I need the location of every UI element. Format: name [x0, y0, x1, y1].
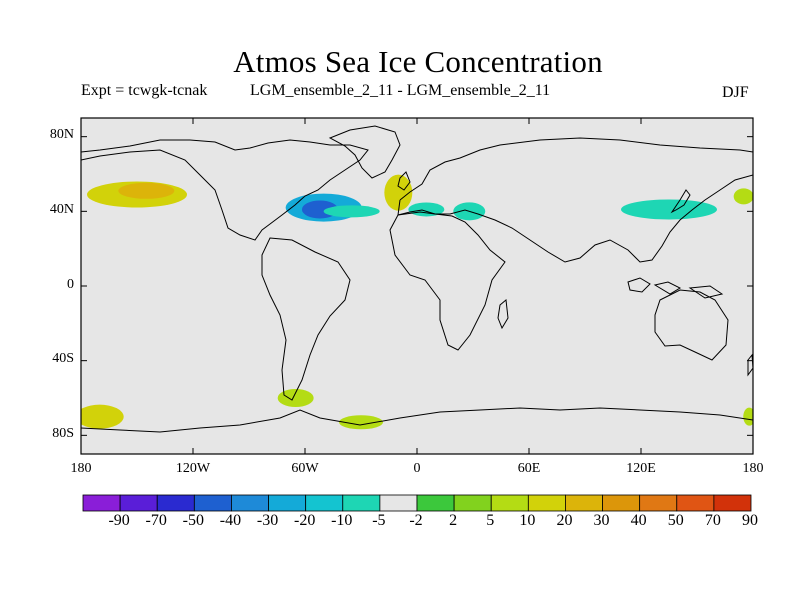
- colorbar-label: -2: [409, 512, 423, 529]
- anomaly-blob: [323, 205, 380, 218]
- colorbar-label: -30: [256, 512, 279, 529]
- colorbar-swatch: [713, 494, 752, 512]
- colorbar-swatch: [379, 494, 418, 512]
- colorbar-label: -5: [372, 512, 386, 529]
- anomaly-blob: [81, 404, 124, 429]
- colorbar-label: 30: [593, 512, 610, 529]
- colorbar-swatch: [231, 494, 269, 512]
- colorbar-swatch: [490, 494, 529, 512]
- season-label: DJF: [722, 84, 749, 101]
- colorbar-swatch: [156, 494, 195, 512]
- ocean-background: [81, 118, 753, 454]
- colorbar-swatch: [193, 494, 232, 512]
- colorbar-label: -70: [145, 512, 167, 529]
- anomaly-blob: [339, 415, 383, 430]
- lat-label-0: 0: [67, 277, 74, 292]
- colorbar-swatch: [119, 494, 158, 512]
- colorbar-label: 50: [667, 512, 684, 529]
- lat-label-80s: 80S: [52, 426, 74, 441]
- anomaly-blob: [733, 188, 753, 205]
- anomaly-blob: [621, 199, 717, 220]
- runs-label: LGM_ensemble_2_11 - LGM_ensemble_2_11: [250, 82, 551, 99]
- anomaly-blob: [118, 182, 175, 199]
- colorbar-label: 2: [449, 512, 458, 529]
- colorbar-swatch: [453, 494, 492, 512]
- lon-label-60w: 60W: [291, 461, 319, 476]
- lon-label-60e: 60E: [517, 461, 541, 476]
- lon-label-0: 0: [413, 461, 421, 476]
- colorbar-swatch: [602, 494, 641, 512]
- colorbar-swatch: [416, 494, 455, 512]
- colorbar-label: 10: [519, 512, 536, 529]
- lat-label-40n: 40N: [49, 202, 74, 217]
- colorbar-swatch: [305, 494, 344, 512]
- lon-label-180w: 180: [70, 461, 92, 476]
- colorbar-swatch: [342, 494, 381, 512]
- colorbar-label: -20: [293, 512, 316, 529]
- colorbar-label: -10: [331, 512, 353, 529]
- colorbar-label: 40: [630, 512, 647, 529]
- colorbar-label: 5: [486, 512, 495, 529]
- colorbar-swatch: [676, 494, 715, 512]
- lat-label-80n: 80N: [49, 127, 74, 142]
- colorbar-swatch: [82, 494, 121, 512]
- colorbar-label: -40: [219, 512, 242, 529]
- anomaly-blob: [475, 405, 546, 414]
- colorbar-swatch: [268, 494, 307, 512]
- anomaly-blob: [743, 407, 753, 426]
- anomaly-blob: [408, 202, 445, 217]
- experiment-label: Expt = tcwgk-tcnak: [81, 82, 208, 99]
- lat-label-40s: 40S: [52, 351, 74, 366]
- colorbar-label: -90: [108, 512, 130, 529]
- colorbar-swatch: [639, 494, 678, 512]
- colorbar-label: 20: [556, 512, 573, 529]
- lon-label-120w: 120W: [175, 461, 211, 476]
- axis-ticks: [80, 118, 754, 454]
- map-title: Atmos Sea Ice Concentration: [233, 44, 603, 79]
- colorbar-label: 70: [704, 512, 721, 529]
- lon-label-120e: 120E: [626, 461, 656, 476]
- anomaly-blob: [277, 389, 314, 407]
- colorbar-swatch: [527, 494, 566, 512]
- colorbar-label: -50: [182, 512, 204, 529]
- coastlines: [81, 125, 753, 433]
- anomaly-blob: [384, 174, 413, 211]
- colorbar-swatch: [565, 494, 603, 512]
- colorbar-label: 90: [742, 512, 758, 529]
- lon-label-180e: 180: [742, 461, 764, 476]
